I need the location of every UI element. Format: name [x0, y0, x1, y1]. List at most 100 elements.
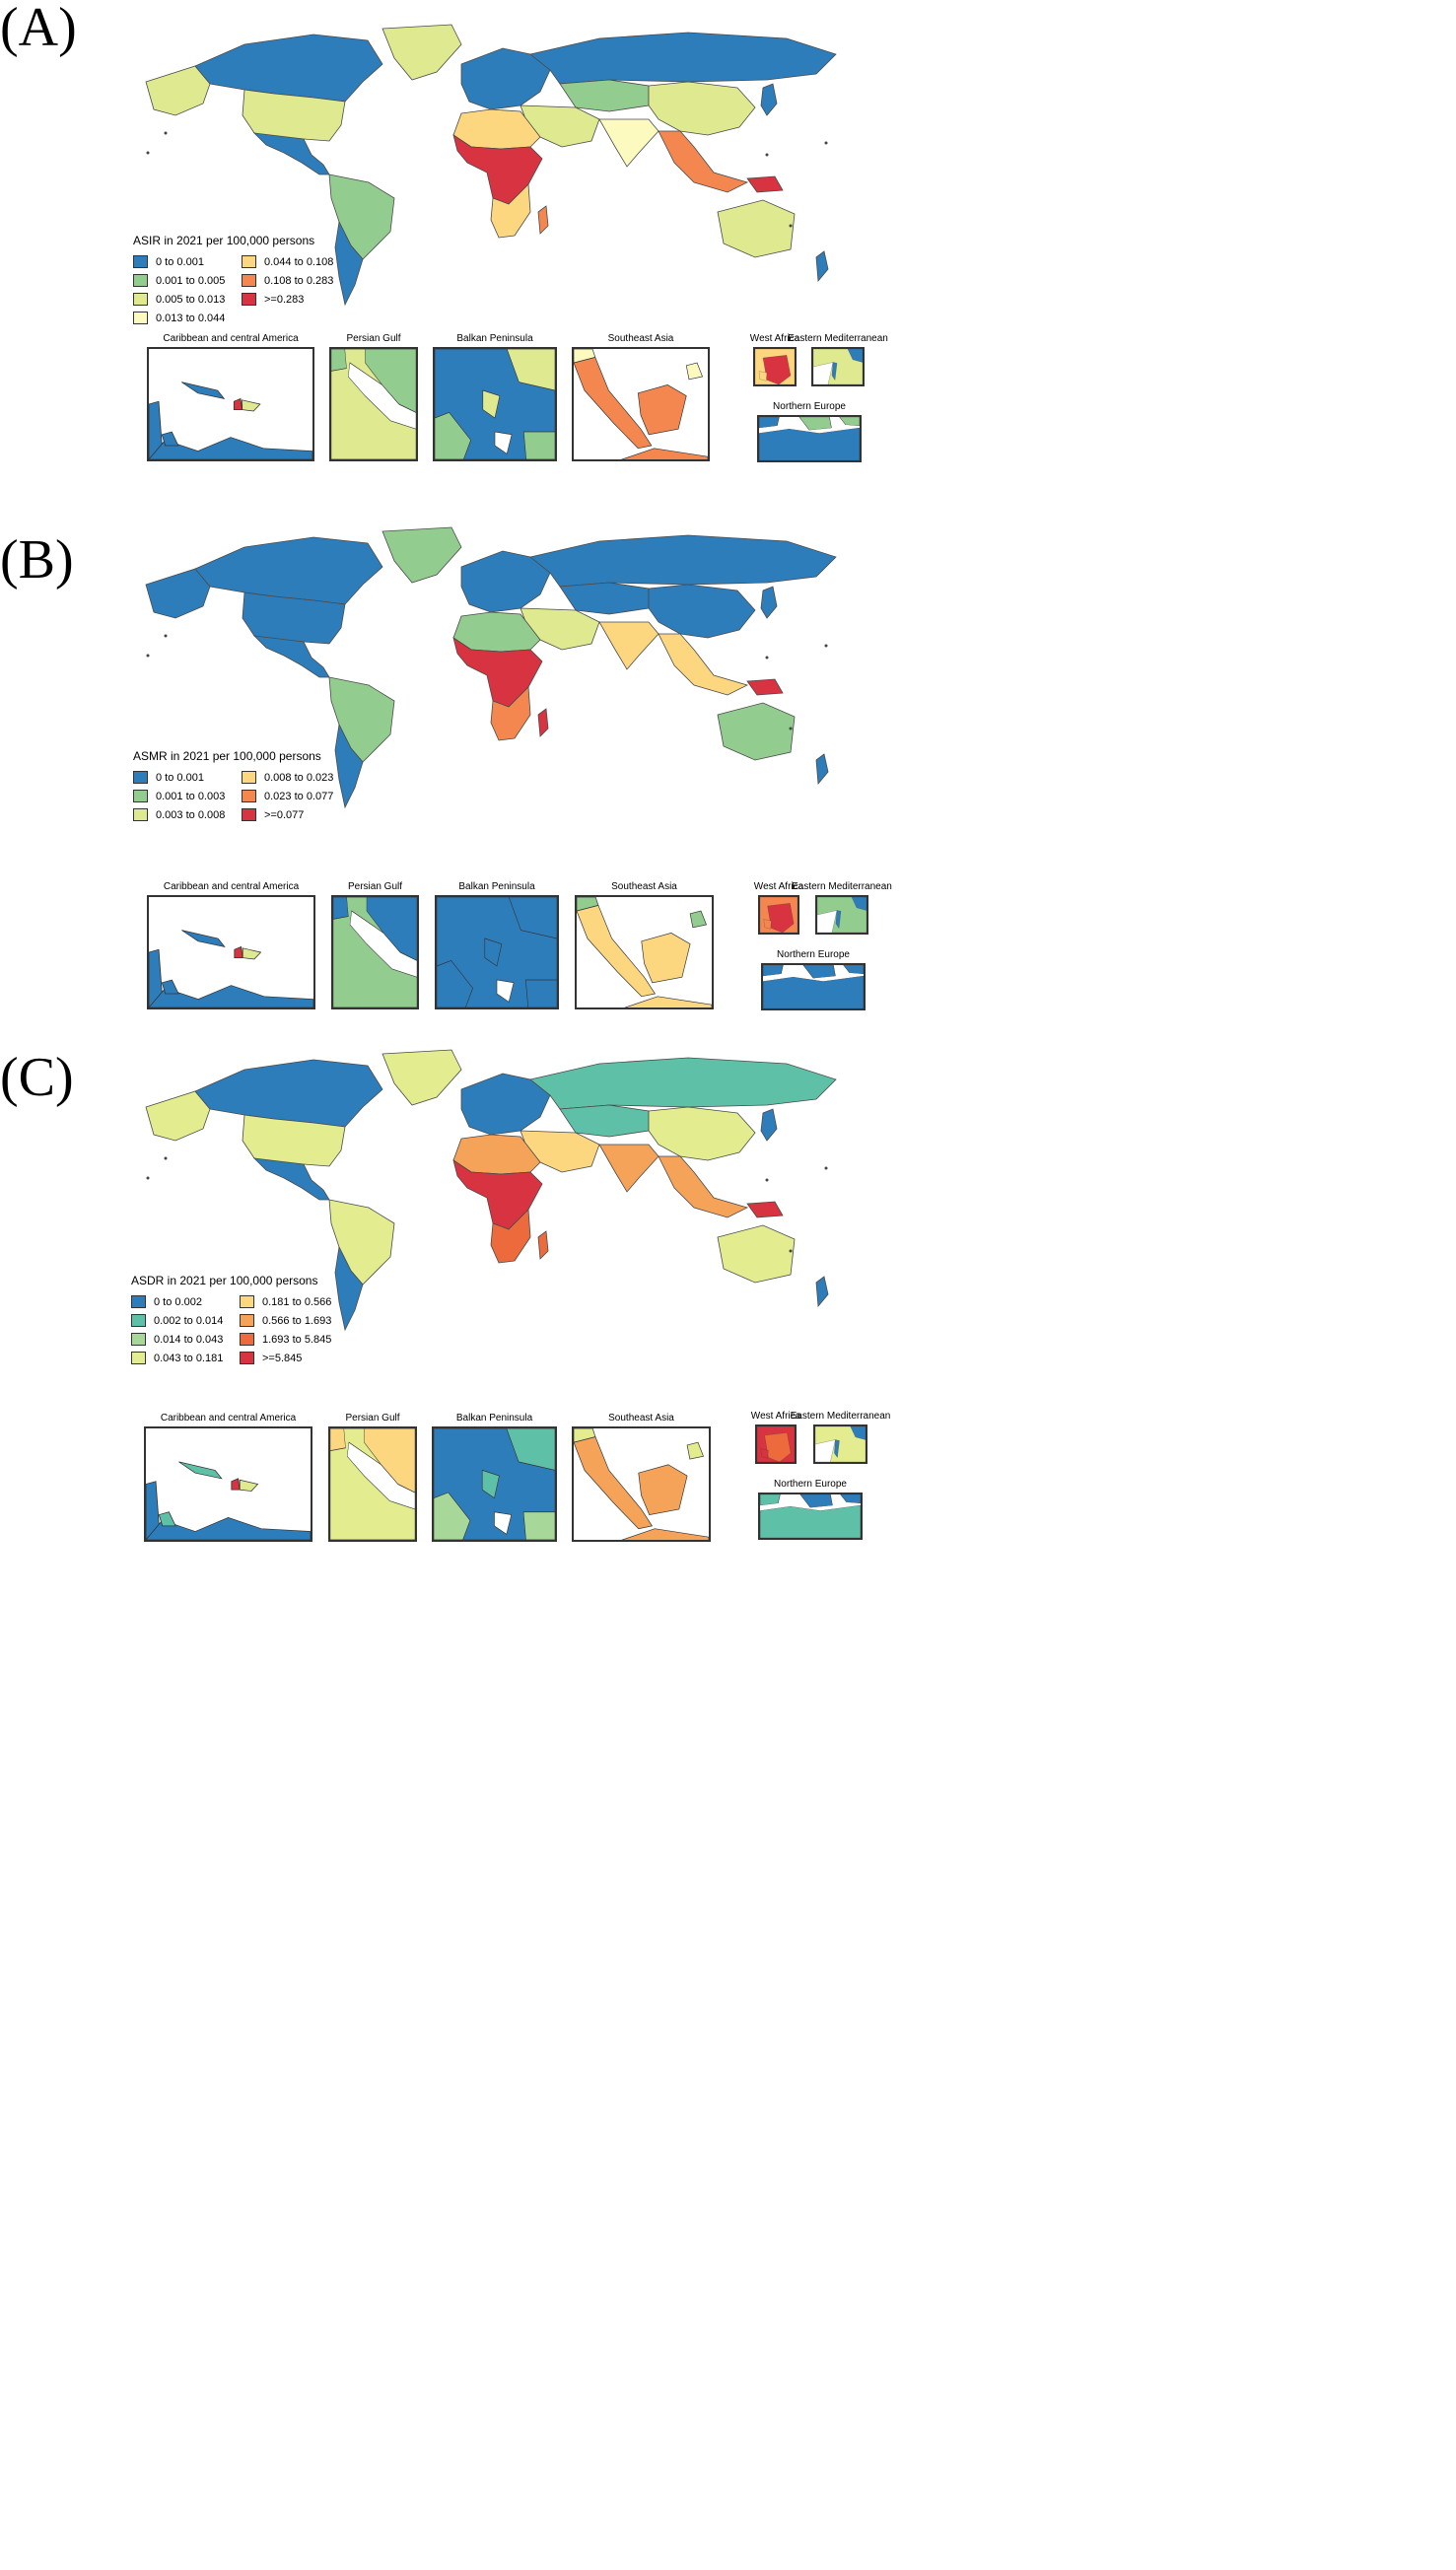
- inset-land: [624, 996, 712, 1007]
- inset-sea: [813, 362, 834, 384]
- inset-land: [435, 411, 471, 459]
- inset-land: [506, 1428, 555, 1471]
- region-north-america: [194, 1059, 383, 1128]
- inset-land: [689, 910, 707, 929]
- map-legend: ASIR in 2021 per 100,000 persons 0 to 0.0…: [133, 234, 468, 324]
- region-southeast-asia: [658, 1155, 749, 1218]
- region-southeast-asia: [658, 633, 749, 696]
- inset-title: West Africa: [750, 1411, 801, 1422]
- legend-grid: 0 to 0.002 0.181 to 0.566 0.002 to 0.014 0.…: [131, 1295, 466, 1364]
- legend-title: ASDR in 2021 per 100,000 persons: [131, 1274, 318, 1287]
- legend-item: 0.181 to 0.566: [240, 1295, 358, 1308]
- inset-haiti: [234, 945, 243, 958]
- island-dot: [824, 644, 828, 648]
- inset-land: [437, 959, 473, 1007]
- region-europe: [460, 1073, 551, 1136]
- region-greenland: [381, 24, 462, 81]
- inset-land: [331, 349, 347, 372]
- region-greenland: [381, 526, 462, 584]
- island-dot: [765, 1178, 769, 1182]
- region-india: [598, 118, 659, 168]
- region-japan: [760, 1108, 778, 1142]
- inset-sea: [496, 979, 515, 1003]
- legend-item: 0.001 to 0.003: [133, 790, 242, 802]
- inset-map: [572, 1426, 711, 1542]
- island-dot: [765, 153, 769, 157]
- region-papua: [746, 678, 784, 696]
- region-mexico-central: [252, 1157, 330, 1201]
- legend-swatch: [133, 790, 148, 802]
- legend-item: 0.023 to 0.077: [242, 790, 360, 802]
- inset-map: [433, 347, 557, 461]
- legend-swatch: [240, 1314, 254, 1327]
- inset-land: [763, 975, 864, 1008]
- inset-land: [508, 897, 557, 939]
- region-usa: [242, 591, 346, 645]
- inset-land: [620, 448, 708, 459]
- inset-land: [577, 904, 657, 998]
- region-southern-cone: [334, 220, 364, 307]
- legend-swatch: [133, 771, 148, 784]
- legend-label: 0.008 to 0.023: [264, 771, 334, 784]
- region-europe: [460, 47, 551, 110]
- inset-land: [835, 910, 842, 929]
- inset-island: [178, 1461, 223, 1480]
- legend-label: 0.108 to 0.283: [264, 274, 334, 287]
- panel-label: (C): [0, 1047, 74, 1108]
- inset-island: [161, 979, 179, 995]
- region-new-zealand: [815, 250, 829, 283]
- inset-land: [686, 1441, 704, 1460]
- legend-label: 0.003 to 0.008: [156, 808, 226, 821]
- inset-land: [577, 897, 599, 912]
- region-mexico-central: [252, 132, 330, 175]
- legend-label: 0.023 to 0.077: [264, 790, 334, 802]
- region-russia: [529, 32, 837, 85]
- region-central-asia: [559, 1104, 650, 1138]
- inset-island: [181, 930, 226, 947]
- world-map: [145, 1049, 837, 1332]
- inset-title: Southeast Asia: [607, 333, 674, 344]
- inset-land: [759, 417, 780, 429]
- inset-land: [524, 979, 557, 1007]
- inset-land: [834, 1439, 840, 1458]
- legend-item: 0 to 0.002: [131, 1295, 240, 1308]
- legend-item: 0.044 to 0.108: [242, 255, 360, 268]
- inset-land: [850, 1426, 866, 1440]
- inset-land: [843, 965, 864, 974]
- inset-land: [330, 1428, 346, 1451]
- legend-item: 1.693 to 5.845: [240, 1333, 358, 1346]
- legend-item: 0.005 to 0.013: [133, 293, 242, 306]
- inset-title: Northern Europe: [774, 1479, 847, 1490]
- inset-map: [331, 895, 419, 1009]
- island-dot: [824, 141, 828, 145]
- inset-map: [757, 415, 862, 462]
- inset-island: [242, 399, 261, 412]
- region-usa: [242, 1114, 346, 1167]
- region-north-america: [194, 34, 383, 103]
- legend-item: [242, 312, 360, 324]
- legend-swatch: [240, 1333, 254, 1346]
- inset-land: [798, 417, 832, 431]
- island-dot: [146, 151, 150, 155]
- legend-label: 0.014 to 0.043: [154, 1333, 224, 1346]
- inset-sea: [494, 1511, 513, 1535]
- inset-sea: [494, 431, 513, 454]
- legend-swatch: [133, 312, 148, 324]
- inset-map: [144, 1426, 312, 1542]
- inset-land: [851, 897, 867, 911]
- legend-title: ASMR in 2021 per 100,000 persons: [133, 749, 321, 763]
- legend-item: 0.566 to 1.693: [240, 1314, 358, 1327]
- inset-title: Balkan Peninsula: [455, 1413, 533, 1424]
- region-china: [648, 584, 756, 639]
- island-dot: [164, 131, 168, 135]
- region-southern-africa: [490, 1209, 531, 1264]
- inset-land: [760, 1494, 781, 1506]
- inset-map: [758, 1493, 863, 1540]
- legend-item: 0.002 to 0.014: [131, 1314, 240, 1327]
- inset-land: [839, 417, 860, 426]
- region-australia: [717, 1224, 796, 1284]
- inset-haiti: [233, 397, 243, 410]
- region-mexico-central: [252, 635, 330, 678]
- inset-land: [434, 1492, 471, 1540]
- legend-item: 0 to 0.001: [133, 255, 242, 268]
